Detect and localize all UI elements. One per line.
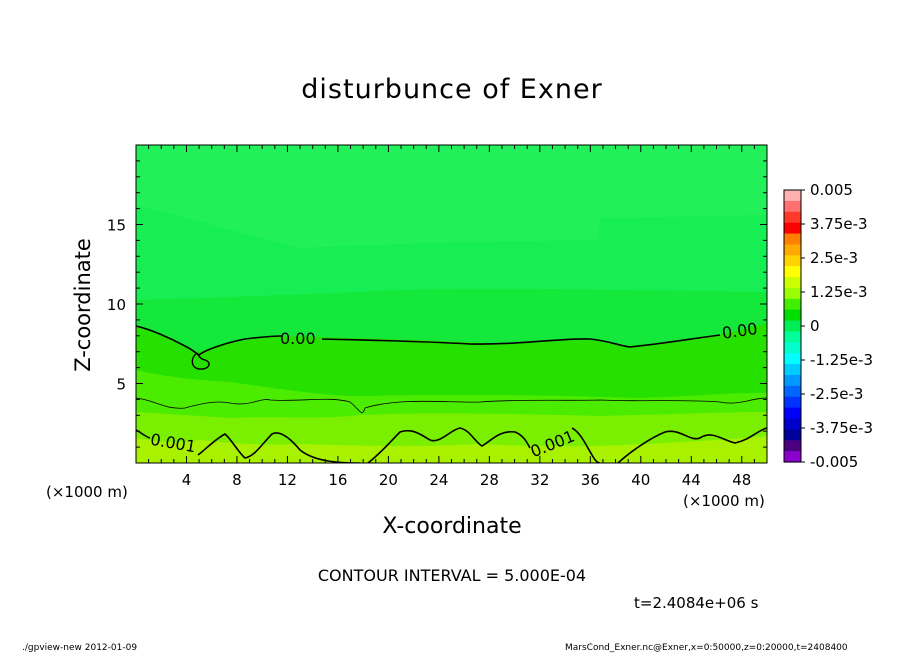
y-tick-label: 5 — [116, 376, 126, 394]
chart-title: disturbunce of Exner — [301, 74, 603, 105]
x-tick-label: 44 — [682, 471, 701, 489]
contour-zero-2 — [321, 334, 721, 348]
colorbar-label: 0.005 — [810, 181, 853, 199]
x-tick-label: 28 — [480, 471, 499, 489]
x-tick-label: 20 — [379, 471, 398, 489]
colorbar-swatch — [784, 385, 801, 398]
colorbar-swatch — [784, 298, 801, 311]
x-tick-label: 4 — [182, 471, 192, 489]
x-tick-label: 36 — [581, 471, 600, 489]
contour-001-left — [136, 429, 151, 439]
colorbar-swatch — [784, 364, 801, 376]
x-units-left: (×1000 m) — [46, 483, 128, 501]
colorbar-label: 3.75e-3 — [810, 215, 868, 233]
colorbar-swatch — [784, 190, 801, 202]
colorbar-swatch — [784, 342, 801, 354]
colorbar-swatch — [784, 222, 801, 235]
time-label: t=2.4084e+06 s — [634, 594, 759, 612]
colorbar-swatch — [784, 320, 801, 333]
x-tick-label: 24 — [429, 471, 448, 489]
y-axis-ticks: 5 10 15 — [107, 160, 767, 448]
colorbar-swatch — [784, 255, 801, 267]
colorbar-label: -0.005 — [810, 453, 858, 471]
footer-left: ./gpview-new 2012-01-09 — [22, 643, 138, 653]
shade-top-band — [136, 145, 767, 248]
x-tick-label: 8 — [232, 471, 242, 489]
y-tick-label: 10 — [107, 296, 126, 314]
colorbar-label: -2.5e-3 — [810, 385, 863, 403]
colorbar-swatch — [784, 244, 801, 256]
colorbar-swatch — [784, 266, 801, 278]
colorbar-swatch — [784, 451, 801, 463]
contour-001-right — [367, 427, 531, 463]
colorbar-swatch — [784, 211, 801, 224]
contour-001-mid — [197, 432, 361, 463]
colorbar-swatch — [784, 353, 801, 365]
x-axis-ticks: 4 8 12 16 20 24 28 32 36 40 44 48 — [148, 145, 755, 489]
contour-label: 0.00 — [280, 329, 316, 348]
x-units-right: (×1000 m) — [683, 492, 765, 510]
plot-area: 0.00 0.00 0.001 0.001 — [136, 145, 767, 463]
colorbar-swatch — [784, 440, 801, 452]
colorbar-swatch — [784, 331, 801, 343]
colorbar-swatch — [784, 277, 801, 289]
y-tick-label: 15 — [107, 217, 126, 235]
colorbar-swatch — [784, 418, 801, 430]
colorbar-swatch — [784, 200, 801, 213]
colorbar-swatch — [784, 396, 801, 409]
colorbar-swatch — [784, 309, 801, 322]
x-tick-label: 12 — [278, 471, 297, 489]
x-tick-label: 40 — [631, 471, 650, 489]
colorbar-label: -1.25e-3 — [810, 351, 873, 369]
shade-surface — [136, 436, 767, 463]
x-tick-label: 48 — [732, 471, 751, 489]
contour-interval-label: CONTOUR INTERVAL = 5.000E-04 — [317, 566, 587, 585]
colorbar-swatch — [784, 233, 801, 245]
colorbar: 0.005 3.75e-3 2.5e-3 1.25e-3 0 -1.25e-3 -2.5e-… — [783, 181, 873, 471]
colorbar-swatch — [784, 287, 801, 300]
x-tick-label: 16 — [328, 471, 347, 489]
x-axis-label: X-coordinate — [382, 514, 522, 539]
contour-fine — [136, 397, 767, 414]
colorbar-swatch — [784, 407, 801, 420]
contour-label: 0.00 — [721, 319, 759, 343]
colorbar-swatch — [784, 429, 801, 441]
colorbar-label: 0 — [810, 317, 820, 335]
colorbar-swatch — [784, 374, 801, 387]
colorbar-label: -3.75e-3 — [810, 419, 873, 437]
colorbar-label: 2.5e-3 — [810, 249, 858, 267]
colorbar-label: 1.25e-3 — [810, 283, 868, 301]
contour-zero-loop — [191, 352, 210, 370]
footer-right: MarsCond_Exner.nc@Exner,x=0:50000,z=0:20… — [565, 643, 848, 653]
x-tick-label: 32 — [530, 471, 549, 489]
